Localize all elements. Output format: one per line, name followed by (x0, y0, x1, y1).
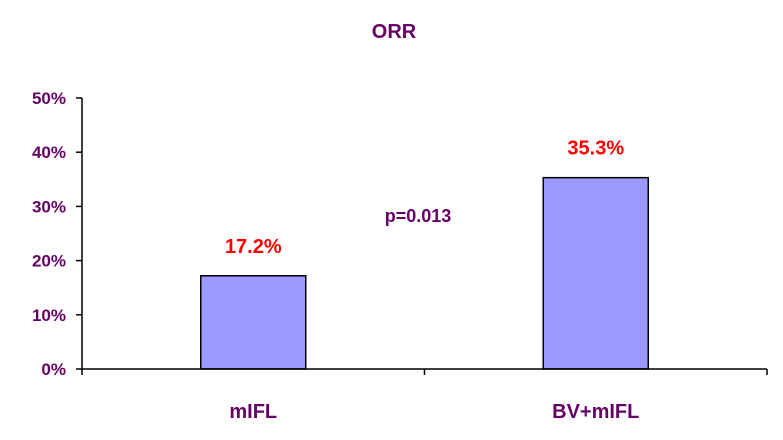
bars-group: 17.2% 35.3% (200, 138, 649, 370)
data-label: 35.3% (567, 138, 624, 160)
p-value-annotation: p=0.013 (385, 206, 452, 226)
y-tick-label: 40% (32, 143, 66, 162)
bar-bv-mifl (542, 176, 649, 370)
y-tick-label: 50% (32, 89, 66, 108)
y-tick-label: 20% (32, 252, 66, 271)
bar-mifl (200, 275, 307, 370)
y-tick-label: 10% (32, 306, 66, 325)
y-tick-label: 0% (41, 360, 66, 379)
x-axis-labels: mIFL BV+mIFL (229, 401, 639, 423)
axes (81, 98, 768, 375)
x-tick-label: mIFL (229, 401, 277, 423)
x-tick-label: BV+mIFL (552, 401, 639, 423)
data-label: 17.2% (225, 236, 282, 258)
chart-title: ORR (372, 21, 417, 43)
y-tick-label: 30% (32, 197, 66, 216)
y-axis-ticks: 0% 10% 20% 30% 40% 50% (32, 89, 82, 379)
